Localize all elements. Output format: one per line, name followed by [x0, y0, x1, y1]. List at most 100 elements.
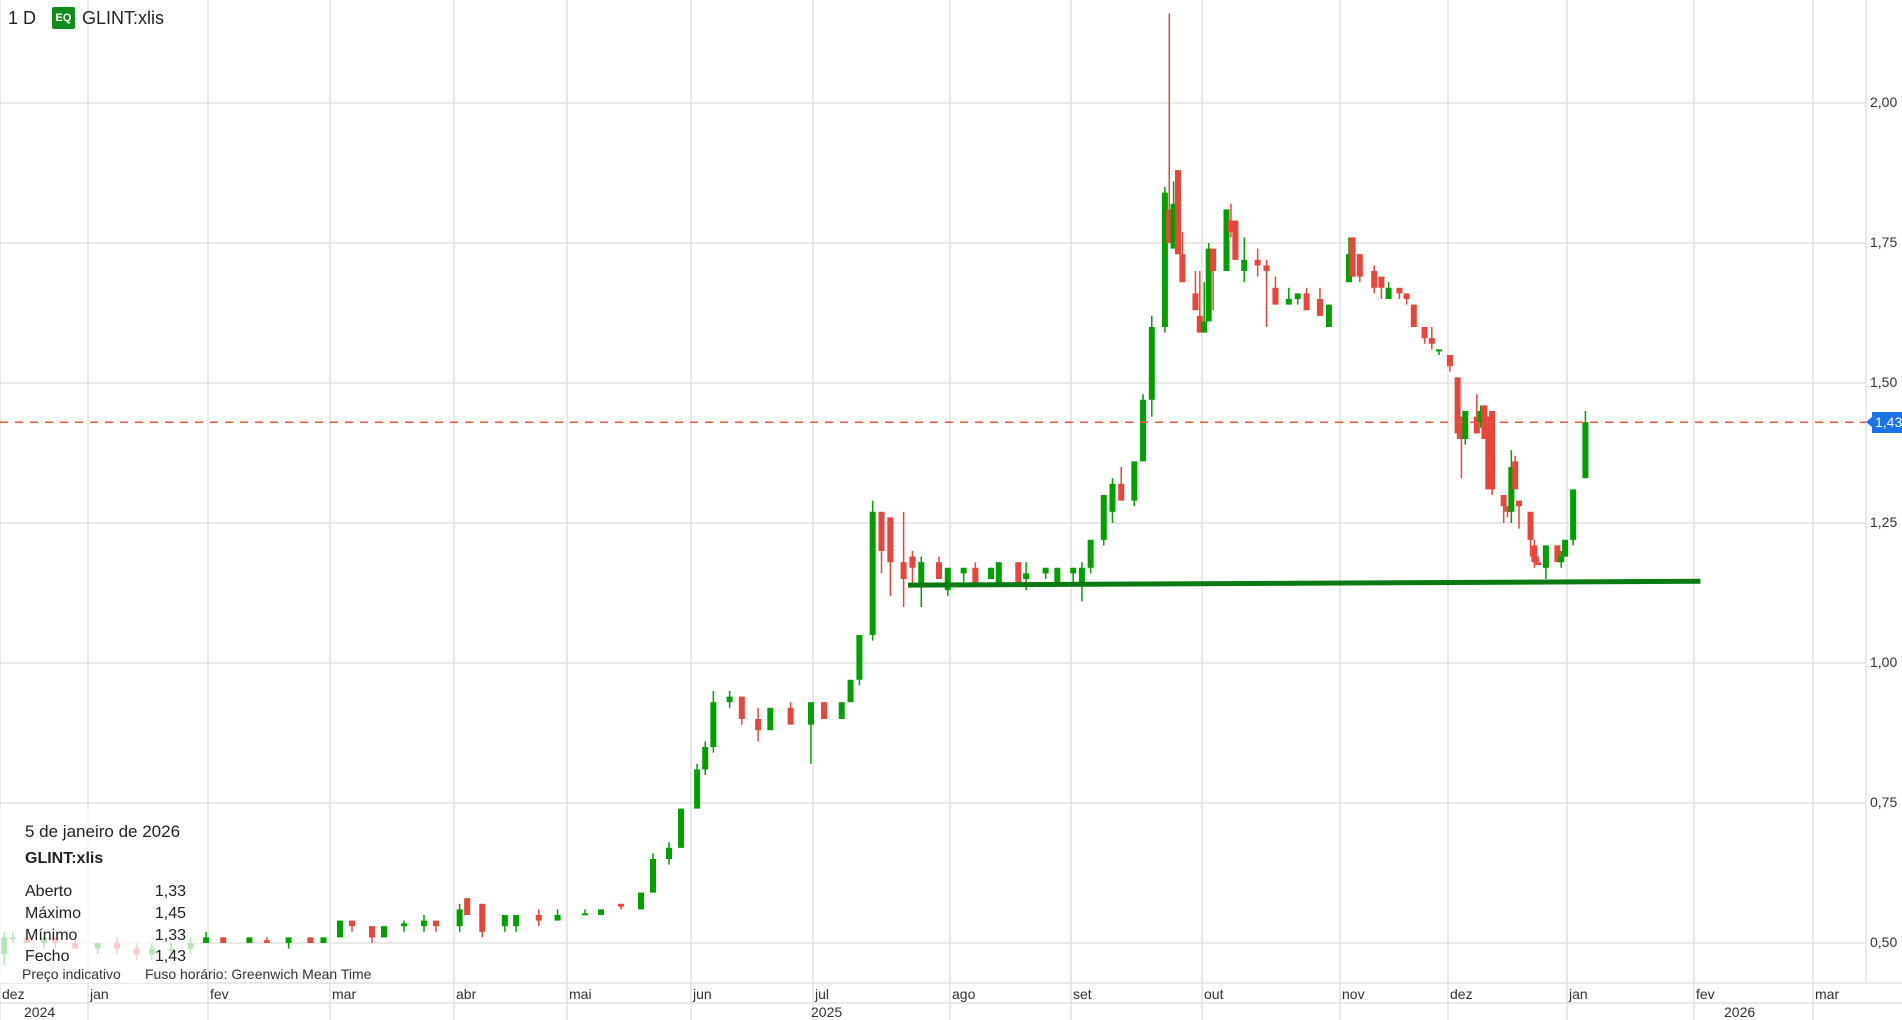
candle-body — [1403, 293, 1410, 299]
candle — [1512, 455, 1519, 490]
candle — [1263, 259, 1270, 327]
candle-body — [1349, 237, 1356, 277]
candle — [918, 556, 925, 607]
candle — [1201, 282, 1208, 333]
info-value: 1,45 — [154, 905, 186, 922]
y-tick-label: 0,75 — [1870, 794, 1898, 810]
candle-body — [1174, 170, 1181, 255]
candle — [1554, 545, 1561, 563]
candle-body — [1166, 209, 1173, 243]
candle — [1054, 567, 1061, 585]
candle-body — [1263, 265, 1270, 271]
candle — [1205, 243, 1212, 322]
candle — [1070, 567, 1077, 585]
candle — [1458, 416, 1465, 479]
candle — [847, 679, 854, 703]
candle-body — [1179, 254, 1186, 283]
x-tick-label: jan — [90, 986, 109, 1002]
candle — [501, 915, 508, 932]
x-tick-label: jun — [693, 986, 712, 1002]
candle — [1100, 495, 1107, 546]
candle — [381, 926, 387, 938]
info-value: 1,33 — [154, 883, 186, 900]
candle — [1148, 315, 1155, 417]
candle — [878, 511, 885, 574]
candle-body — [1462, 411, 1469, 439]
candle-body — [1481, 405, 1488, 439]
candle-body — [1531, 545, 1538, 563]
candle — [1516, 500, 1523, 529]
interval-selector[interactable]: 1 D — [8, 7, 37, 28]
candle — [900, 511, 907, 607]
candle-body — [246, 937, 253, 943]
candle — [618, 903, 624, 910]
candle-body — [1294, 293, 1301, 299]
candle-body — [1054, 567, 1061, 585]
candle-body — [1477, 411, 1484, 423]
candle — [987, 567, 994, 579]
candle-body — [307, 937, 314, 943]
candle-body — [1385, 287, 1392, 299]
candle-body — [1410, 304, 1417, 327]
info-symbol: GLINT:xlis — [25, 850, 104, 867]
candle — [598, 909, 604, 915]
x-tick-label: mai — [569, 986, 592, 1002]
candle — [1582, 411, 1589, 479]
candle-body — [944, 567, 951, 591]
candle — [535, 909, 542, 927]
candle — [285, 937, 292, 949]
y-tick-label: 0,50 — [1870, 934, 1898, 950]
candle-body — [433, 920, 439, 927]
candle — [1210, 248, 1217, 311]
candle — [220, 937, 227, 943]
x-tick-label: fev — [210, 986, 229, 1002]
candle — [1349, 237, 1356, 277]
candle — [1403, 293, 1410, 305]
candle — [582, 909, 588, 916]
candle-body — [1042, 567, 1049, 574]
candle — [464, 898, 471, 915]
candle — [1196, 271, 1203, 333]
x-tick-label: mar — [332, 986, 357, 1002]
year-label: 2024 — [24, 1004, 56, 1020]
candle-body — [1118, 483, 1125, 501]
candle — [650, 853, 656, 893]
x-tick-label: dez — [1450, 986, 1473, 1002]
candle — [1131, 461, 1138, 507]
candle — [203, 931, 210, 943]
candle-body — [598, 909, 604, 915]
info-row-low: Mínimo 1,33 — [25, 927, 186, 945]
candle-body — [935, 562, 942, 579]
info-label: Mínimo — [25, 927, 78, 944]
candle — [1385, 282, 1392, 299]
candle-body — [1070, 567, 1077, 574]
candle — [856, 635, 863, 686]
candle — [738, 696, 745, 725]
candle — [1015, 562, 1022, 585]
candle — [1166, 13, 1173, 243]
candle — [307, 937, 314, 943]
candle-body — [787, 707, 794, 725]
symbol-header[interactable]: EQ GLINT:xlis — [52, 6, 164, 30]
candle — [1396, 287, 1403, 299]
symbol-label: GLINT:xlis — [82, 7, 165, 28]
timezone-note: Fuso horário: Greenwich Mean Time — [145, 966, 372, 982]
candle — [694, 763, 701, 809]
candle-body — [1582, 422, 1589, 479]
candle — [1042, 567, 1049, 579]
candle-body — [972, 567, 979, 585]
candle-body — [1504, 506, 1511, 512]
candle-body — [1421, 327, 1428, 339]
candle — [1087, 539, 1094, 574]
candle-body — [869, 511, 876, 635]
candle — [1542, 545, 1549, 579]
last-price-tag: 1,43 — [1865, 412, 1902, 433]
candle — [337, 920, 343, 938]
candle — [1485, 416, 1492, 490]
info-label: Aberto — [25, 883, 73, 900]
candle — [972, 562, 979, 585]
candle-body — [554, 915, 561, 921]
candle-body — [856, 635, 863, 680]
